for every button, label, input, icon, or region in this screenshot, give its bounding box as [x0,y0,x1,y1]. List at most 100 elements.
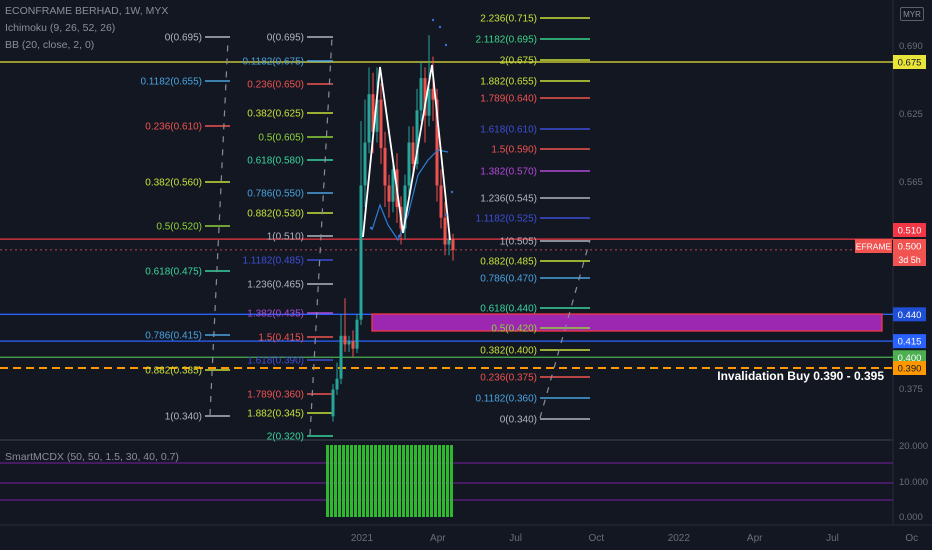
smartmcdx-label[interactable]: SmartMCDX (50, 50, 1.5, 30, 40, 0.7) [5,451,179,463]
fib-right-label: 1.618(0.610) [480,125,537,136]
fib-middle-label: 1.789(0.360) [247,390,304,401]
indicator-dot [438,25,442,29]
ichimoku-label[interactable]: Ichimoku (9, 26, 52, 26) [5,22,116,34]
candle-body[interactable] [443,217,447,245]
candle-body[interactable] [383,147,387,186]
symbol-tag[interactable] [855,239,892,253]
candle-body[interactable] [375,99,379,132]
candle-body[interactable] [363,142,367,186]
oscillator-bar [406,445,409,517]
bollinger-label[interactable]: BB (20, close, 2, 0) [5,39,95,51]
oscillator-bar [410,445,413,517]
candle-body[interactable] [339,335,343,379]
candle-body[interactable] [407,142,411,186]
double-top-pattern[interactable] [362,64,451,241]
oscillator-bar [386,445,389,517]
oscillator-bar [402,445,405,517]
invalidation-annotation[interactable]: Invalidation Buy 0.390 - 0.395 [717,369,884,383]
candle-body[interactable] [439,185,443,218]
oscillator-bar [430,445,433,517]
candle-body[interactable] [335,378,339,390]
fib-trend-connector[interactable] [209,39,229,416]
fib-middle-label: 1.382(0.435) [247,309,304,320]
currency-toggle[interactable]: MYR [900,7,924,21]
price-tag-label: 0.390 [898,364,922,375]
time-axis-label: Jul [826,533,839,544]
symbol-title[interactable]: ECONFRAME BERHAD, 1W, MYX [5,5,169,17]
fib-trend-connector[interactable] [539,239,591,419]
oscillator-bar [350,445,353,517]
candle-body[interactable] [447,239,451,245]
oscillator-bar [414,445,417,517]
price-tag-label: 0.675 [898,58,922,69]
candle-body[interactable] [391,169,395,202]
oscillator-bar [334,445,337,517]
candle-body[interactable] [431,88,435,100]
price-tag[interactable] [893,334,926,349]
price-tag[interactable] [893,361,926,375]
candle-body[interactable] [451,239,455,250]
candle-body[interactable] [355,319,359,349]
fib-right-label: 1(0.505) [500,237,537,248]
fib-middle-label: 2(0.320) [267,432,304,443]
price-tag[interactable] [893,350,926,365]
oscillator-bar [426,445,429,517]
price-tag[interactable] [893,55,926,69]
candle-body[interactable] [359,185,363,320]
fib-middle-label: 0.236(0.650) [247,80,304,91]
price-tag-label: 0.415 [898,337,922,348]
fib-left-label: 0.236(0.610) [145,122,202,133]
fib-middle-label: 0.1182(0.675) [242,57,304,68]
candle-body[interactable] [367,94,371,143]
oscillator-bar [422,445,425,517]
fib-left-label: 0.5(0.520) [156,222,202,233]
time-axis-label: Apr [430,533,446,544]
time-axis-label: 2022 [668,533,691,544]
oscillator-bar [450,445,453,517]
candle-body[interactable] [331,389,335,417]
candle-body[interactable] [347,341,351,345]
fib-trend-connector[interactable] [309,36,333,436]
fib-middle-label: 1.236(0.465) [247,280,304,291]
candle-body[interactable] [411,142,415,164]
price-tag-label: 0.440 [898,310,922,321]
oscillator-bar [338,445,341,517]
price-tag[interactable] [893,239,926,253]
candle-body[interactable] [427,88,431,116]
oscillator-bar [346,445,349,517]
candle-body[interactable] [371,94,375,132]
price-tag[interactable] [893,307,926,322]
candle-body[interactable] [343,335,347,345]
oscillator-bar [434,445,437,517]
oscillator-bar [370,445,373,517]
fib-right-label: 1.5(0.590) [491,145,537,156]
candle-body[interactable] [387,185,391,202]
candle-body[interactable] [423,78,427,116]
price-tag[interactable] [893,223,926,237]
candle-body[interactable] [351,341,355,349]
time-axis-label: Apr [747,533,763,544]
indicator-dot [369,226,373,230]
oscillator-bar [326,445,329,517]
demand-zone[interactable] [371,313,883,332]
time-axis-label: Jul [509,533,522,544]
fib-right-label: 0.236(0.375) [480,373,537,384]
candle-body[interactable] [379,99,383,148]
indicator-cloud-line [371,149,449,242]
fib-right-label: 1.882(0.655) [480,77,537,88]
oscillator-axis-tick: 10.000 [899,477,928,488]
fib-left-label: 1(0.340) [165,412,202,423]
candle-body[interactable] [435,99,439,186]
candle-body[interactable] [403,185,407,229]
price-axis-tick: 0.690 [899,41,923,52]
fib-middle-label: 1.1182(0.485) [242,256,304,267]
fib-right-label: 0.882(0.485) [480,257,537,268]
candle-body[interactable] [419,78,423,111]
fib-middle-label: 1.882(0.345) [247,409,304,420]
fib-right-label: 1.789(0.640) [480,94,537,105]
countdown-tag [893,253,926,266]
candle-body[interactable] [415,110,419,164]
price-tag-label: 0.510 [898,226,922,237]
indicator-dot [444,43,448,47]
